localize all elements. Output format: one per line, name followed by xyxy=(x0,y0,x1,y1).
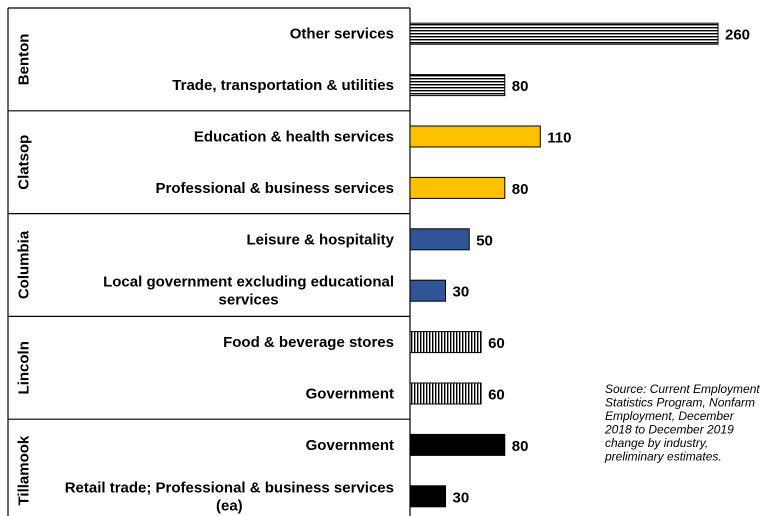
category-label: Local government excluding educational se… xyxy=(103,274,394,309)
value-labels: 260 80 110 80 50 30 60 60 80 30 xyxy=(453,27,750,507)
category-label: Other services xyxy=(290,26,394,43)
bar xyxy=(409,228,470,251)
value-label: 80 xyxy=(512,438,529,455)
bar xyxy=(409,125,541,148)
value-label: 110 xyxy=(547,130,571,147)
group-label: Columbia xyxy=(16,230,33,299)
bar xyxy=(409,382,482,405)
bar xyxy=(409,74,506,97)
bar xyxy=(409,22,719,45)
value-label: 30 xyxy=(453,489,470,506)
bar xyxy=(409,433,506,456)
value-label: 30 xyxy=(453,284,470,301)
group-label: Tillamook xyxy=(16,435,33,505)
category-label: Leisure & hospitality xyxy=(246,231,394,248)
bar xyxy=(409,331,482,354)
category-label: Food & beverage stores xyxy=(223,334,394,351)
category-labels: Benton Other services Trade, transportatio… xyxy=(16,26,395,515)
bar xyxy=(409,176,506,199)
value-label: 260 xyxy=(725,27,750,44)
group-label: Clatsop xyxy=(16,135,33,190)
value-label: 60 xyxy=(488,387,505,404)
bar xyxy=(409,485,447,508)
category-label: Government xyxy=(306,386,394,403)
category-label: Professional & business services xyxy=(156,180,394,197)
group-label: Benton xyxy=(16,34,33,86)
value-label: 50 xyxy=(476,232,493,249)
value-label: 80 xyxy=(512,78,529,95)
category-label: Education & health services xyxy=(194,129,394,146)
bars xyxy=(409,22,719,508)
value-label: 60 xyxy=(488,335,505,352)
category-label: Government xyxy=(306,437,394,454)
source-note: Source: Current Employment Statistics Pro… xyxy=(604,382,760,464)
bar xyxy=(409,279,447,302)
category-label: Trade, transportation & utilities xyxy=(172,77,394,94)
group-label: Lincoln xyxy=(16,341,33,394)
value-label: 80 xyxy=(512,181,529,198)
category-label: Retail trade; Professional & business se… xyxy=(65,479,394,514)
